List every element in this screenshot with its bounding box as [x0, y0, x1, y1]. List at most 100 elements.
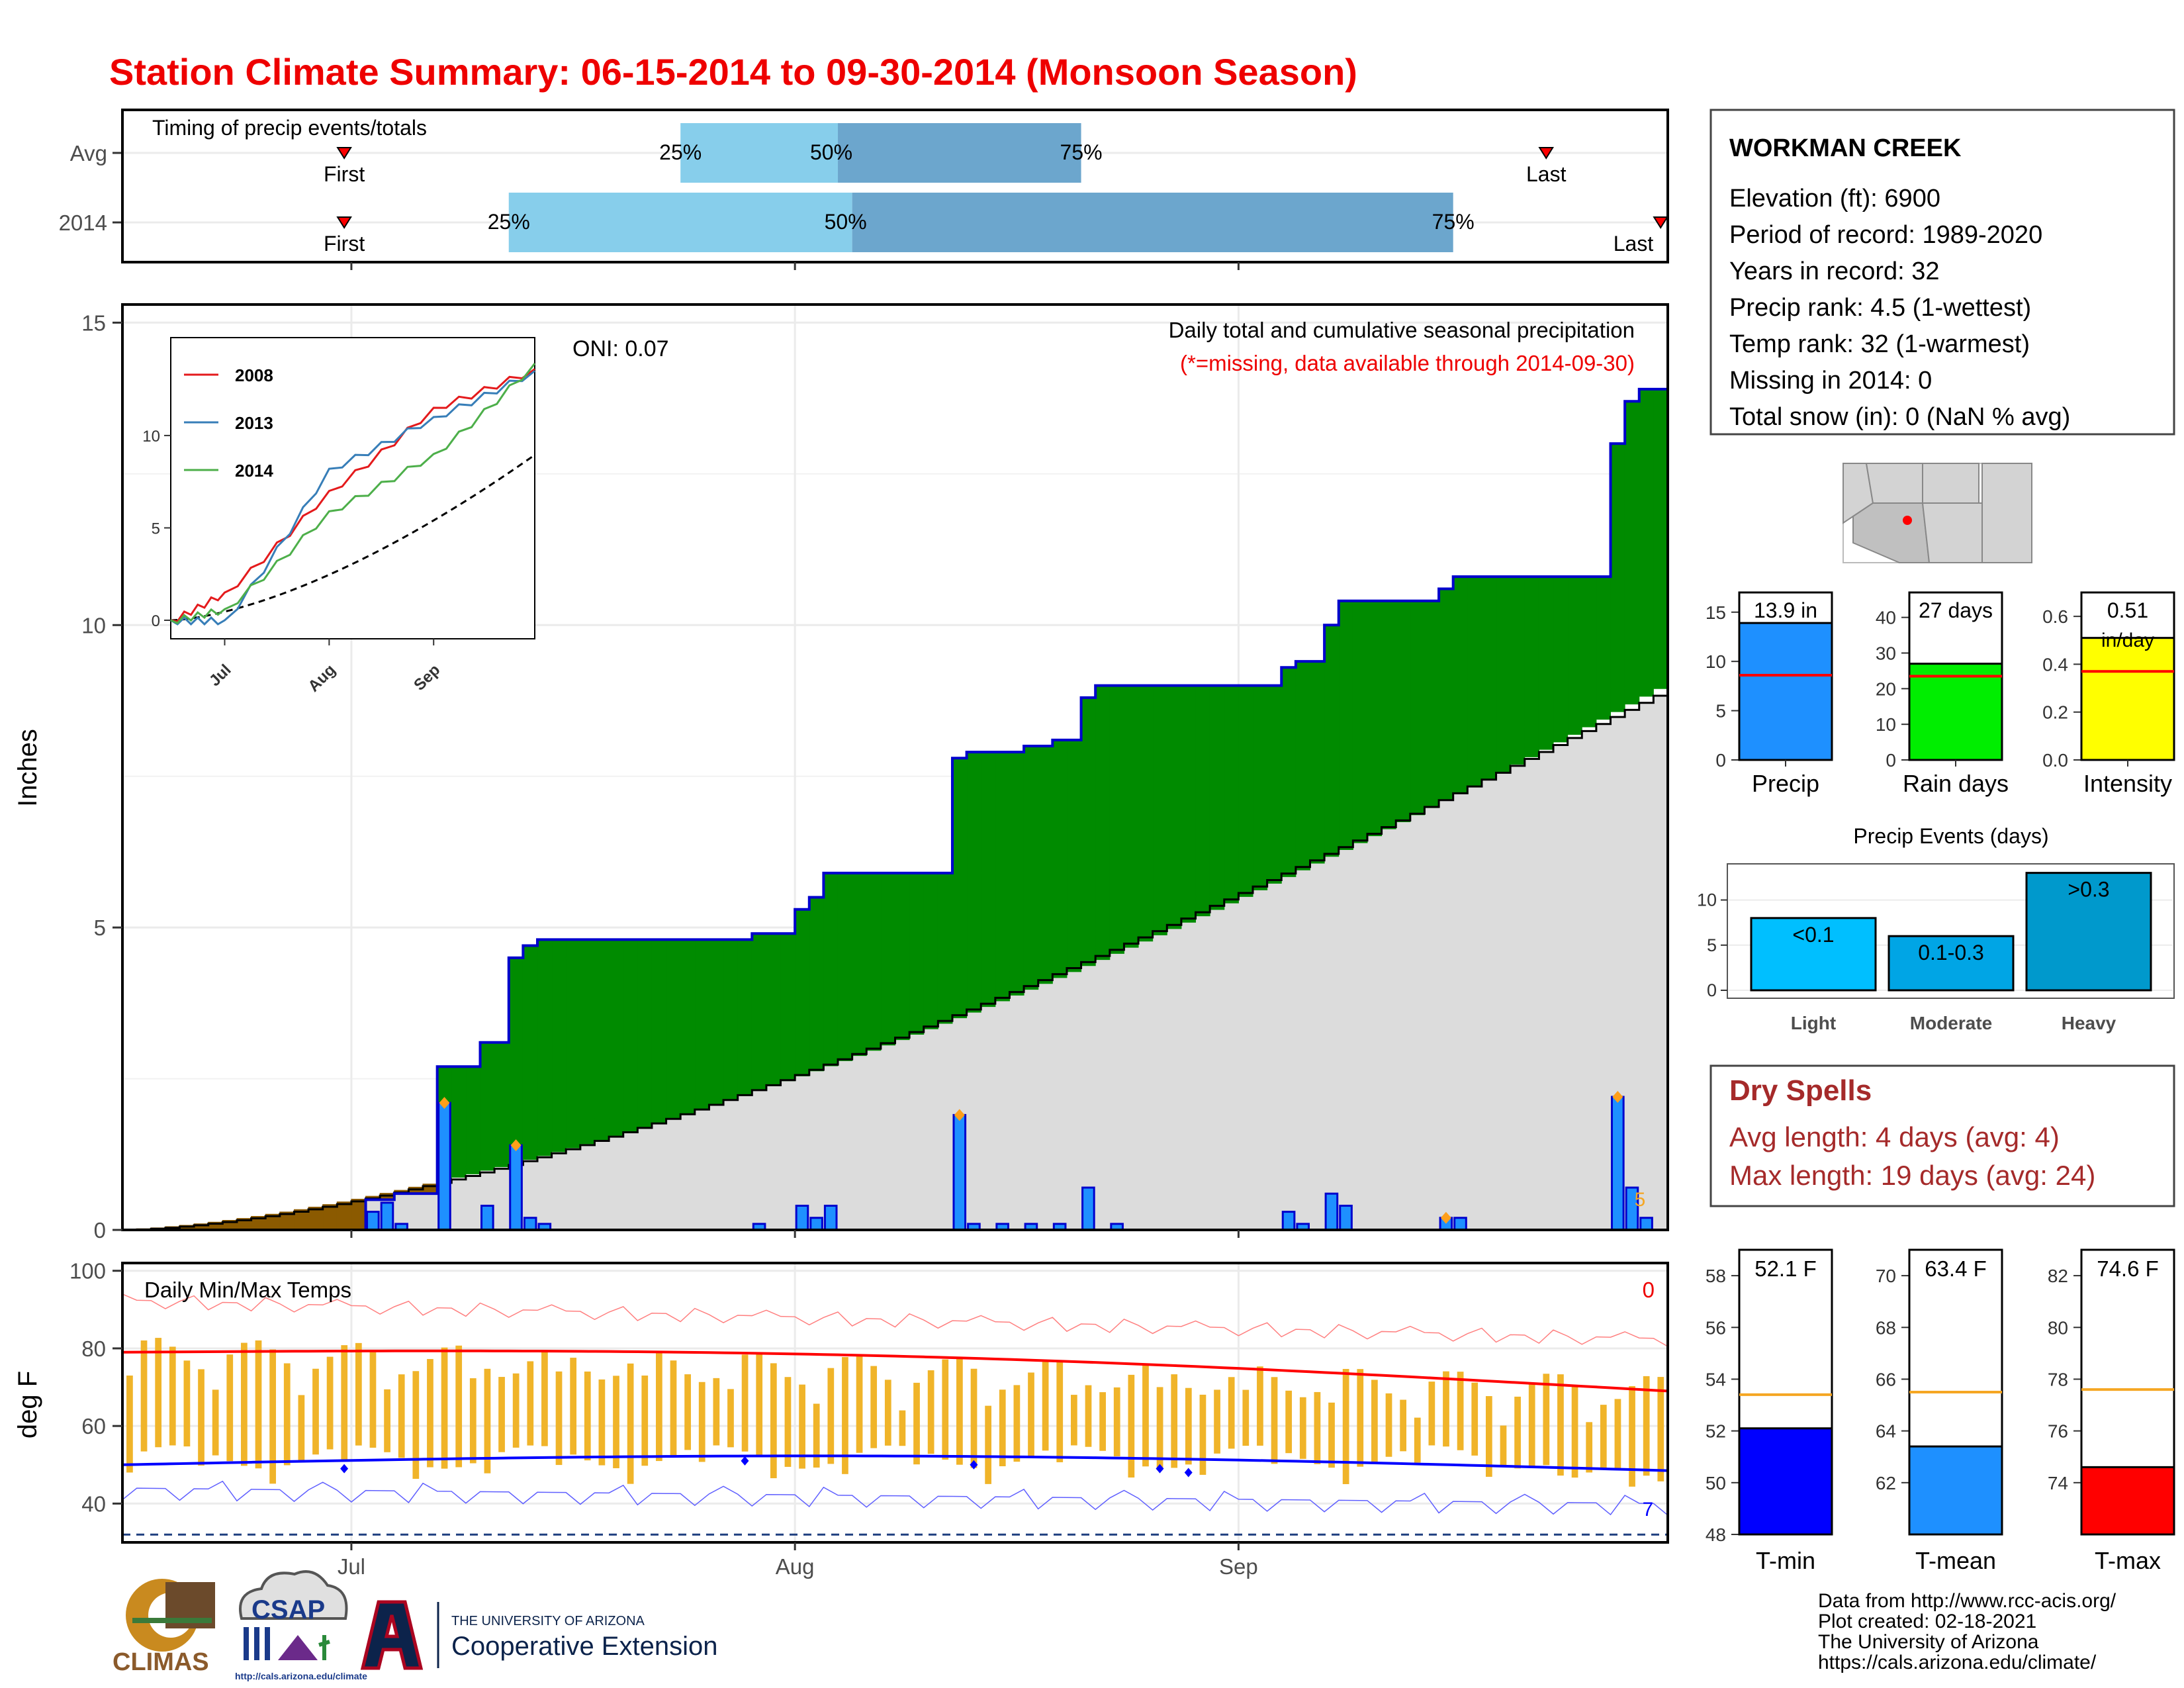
location-map	[1843, 463, 2032, 563]
csap-bar-2	[254, 1627, 259, 1660]
precip-y-ticks: 0 5 10 15	[81, 310, 122, 1243]
footer-line-4: https://cals.arizona.edu/climate/	[1818, 1652, 2097, 1673]
timing-bar-25-50	[680, 123, 839, 183]
daily-temp-bar	[856, 1356, 863, 1453]
station-line: Missing in 2014: 0	[1729, 367, 1932, 395]
page-title: Station Climate Summary: 06-15-2014 to 0…	[109, 51, 1357, 93]
cumulative-2014-line	[122, 387, 1668, 1231]
daily-temp-bar	[1428, 1382, 1435, 1446]
inset-series-line-2008	[170, 368, 535, 623]
daily-precip-bar	[366, 1211, 380, 1231]
mini-bar-y-tick-label: 0.0	[2042, 750, 2068, 771]
daily-temp-bar	[813, 1403, 820, 1468]
daily-temp-bar	[613, 1376, 619, 1468]
daily-temp-bar	[269, 1349, 276, 1484]
temp-y-tick-label: 60	[81, 1414, 106, 1438]
mini-bar-y-tick-label: 20	[1876, 679, 1896, 699]
daily-precip-bar	[1081, 1186, 1095, 1231]
events-category-label: Moderate	[1910, 1013, 1992, 1033]
x-tick-label: Jul	[338, 1554, 365, 1579]
daily-temp-bar	[670, 1360, 677, 1456]
timing-bar-50-75	[838, 123, 1081, 183]
record-low-marker	[741, 1456, 749, 1466]
daily-precip-bar	[795, 1204, 809, 1231]
mini-bar-y-tick-label: 0	[1715, 750, 1726, 771]
daily-precip-bar	[952, 1113, 967, 1231]
station-line: Period of record: 1989-2020	[1729, 221, 2042, 249]
daily-temp-bar	[1199, 1394, 1206, 1475]
daily-temp-bar	[1600, 1405, 1607, 1470]
daily-temp-bar	[1185, 1387, 1192, 1465]
daily-temp-bar	[1614, 1399, 1621, 1469]
mini-bar-value-label: 0.51	[2107, 598, 2148, 622]
avg-tmax-line	[122, 1349, 1668, 1393]
temp-bar-y-tick-label: 68	[1876, 1317, 1896, 1338]
daily-temp-bar	[212, 1389, 219, 1456]
ua-logo: THE UNIVERSITY OF ARIZONA Cooperative Ex…	[360, 1600, 717, 1670]
map-state-texas	[1981, 463, 2032, 563]
daily-temp-bar	[870, 1366, 878, 1448]
daily-temp-bar	[756, 1353, 763, 1458]
record-min-line	[122, 1480, 1668, 1516]
ua-logo-bottom: Cooperative Extension	[451, 1632, 717, 1661]
x-axis-ticks: Jul Aug Sep	[338, 262, 1258, 1579]
temp-bar-value-label: 63.4 F	[1925, 1256, 1987, 1281]
mini-bar-value-label: 27 days	[1919, 598, 1993, 622]
daily-temp-bar	[498, 1377, 505, 1452]
daily-temp-bar	[241, 1342, 248, 1466]
precip-panel: 0 5 10 15 Inches ONI: 0.07 Daily total and …	[13, 303, 1669, 1243]
daily-temp-bar	[1657, 1377, 1664, 1481]
mini-bar-label: Precip	[1752, 770, 1819, 797]
legend-label-2008: 2008	[235, 365, 273, 385]
daily-temp-bar	[1171, 1374, 1178, 1468]
daily-temp-bar	[1357, 1369, 1364, 1467]
daily-precip-bar	[823, 1204, 838, 1231]
record-low-marker	[340, 1464, 349, 1474]
last-event-label: Last	[1614, 232, 1654, 256]
precip-areas	[122, 387, 1669, 1231]
daily-temp-bar	[1528, 1383, 1535, 1468]
heavy-rain-marker	[954, 1109, 965, 1121]
daily-temp-bar	[1400, 1399, 1406, 1452]
precip-corner-mark: 5	[1635, 1189, 1646, 1211]
daily-temp-bar	[1371, 1380, 1378, 1463]
csap-logo-text: CSAP	[251, 1595, 325, 1624]
daily-precip-bar	[809, 1217, 823, 1231]
events-bar-label: <0.1	[1792, 923, 1834, 947]
events-bar-heavy	[2025, 872, 2152, 992]
mini-bar-label: Rain days	[1903, 770, 2009, 797]
temp-bar-value-label: 74.6 F	[2097, 1256, 2159, 1281]
first-event-marker	[336, 147, 352, 160]
events-bar-label: 0.1-0.3	[1918, 941, 1984, 964]
heavy-rain-marker	[1612, 1090, 1623, 1103]
mini-bar-label: Intensity	[2083, 770, 2172, 797]
temp-bar-t-max	[2080, 1466, 2175, 1536]
mini-bar-y-tick-label: 10	[1706, 651, 1726, 672]
daily-temp-bar	[1314, 1391, 1321, 1464]
precip-panel-frame	[121, 303, 1669, 1231]
daily-temp-bar	[412, 1371, 420, 1479]
temp-bar-y-tick-label: 58	[1706, 1266, 1726, 1286]
heavy-rain-marker	[510, 1139, 522, 1152]
last-event-marker	[1653, 216, 1668, 229]
events-bar-label: >0.3	[2068, 878, 2109, 902]
temp-y-tick-label: 40	[81, 1491, 106, 1516]
temp-bar-label: T-max	[2095, 1547, 2161, 1574]
daily-temp-bar	[1514, 1396, 1521, 1469]
record-low-marker	[970, 1460, 978, 1470]
daily-temp-bar	[283, 1363, 291, 1466]
precip-note-line1: Daily total and cumulative seasonal prec…	[1169, 318, 1635, 342]
inset-series-line-2014	[170, 363, 536, 625]
events-y-tick-label: 0	[1707, 980, 1717, 1000]
temp-corner-mark: 7	[1643, 1499, 1654, 1521]
daily-temp-bar	[1443, 1371, 1449, 1447]
daily-precip-bar	[1339, 1204, 1353, 1231]
daily-temp-bar	[312, 1368, 319, 1455]
daily-temp-bar	[741, 1354, 749, 1452]
station-line: Temp rank: 32 (1-warmest)	[1729, 330, 2030, 358]
precip-y-tick-label: 0	[94, 1218, 106, 1243]
daily-temp-bar	[1414, 1417, 1421, 1463]
footer-credits: Data from http://www.rcc-acis.org/ Plot …	[1818, 1590, 2116, 1673]
precip-note-line2: (*=missing, data available through 2014-…	[1180, 351, 1635, 375]
station-line: Total snow (in): 0 (NaN % avg)	[1729, 403, 2070, 431]
